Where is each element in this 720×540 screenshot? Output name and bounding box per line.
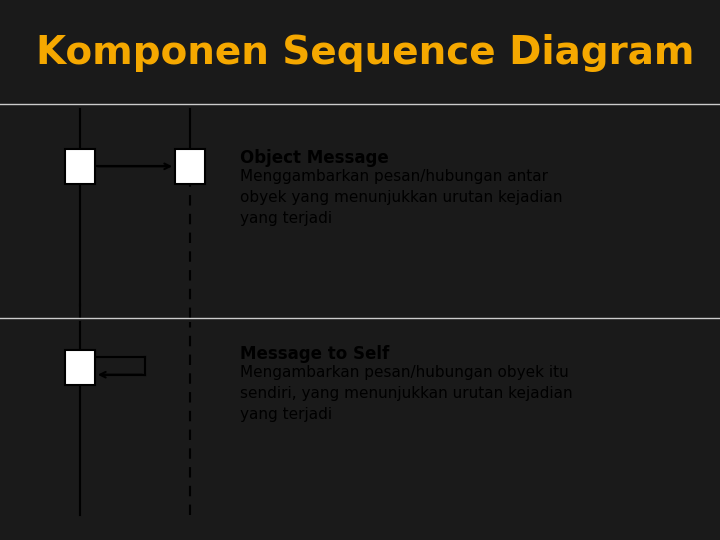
Text: Menggambarkan pesan/hubungan antar
obyek yang menunjukkan urutan kejadian
yang t: Menggambarkan pesan/hubungan antar obyek… [240, 170, 562, 226]
Text: Komponen Sequence Diagram: Komponen Sequence Diagram [36, 35, 695, 72]
Text: Mengambarkan pesan/hubungan obyek itu
sendiri, yang menunjukkan urutan kejadian
: Mengambarkan pesan/hubungan obyek itu se… [240, 364, 572, 422]
Text: Message to Self: Message to Self [240, 345, 390, 363]
Bar [65, 149, 95, 184]
Bar [65, 350, 95, 384]
Text: Object Message: Object Message [240, 149, 389, 167]
Bar [175, 149, 205, 184]
